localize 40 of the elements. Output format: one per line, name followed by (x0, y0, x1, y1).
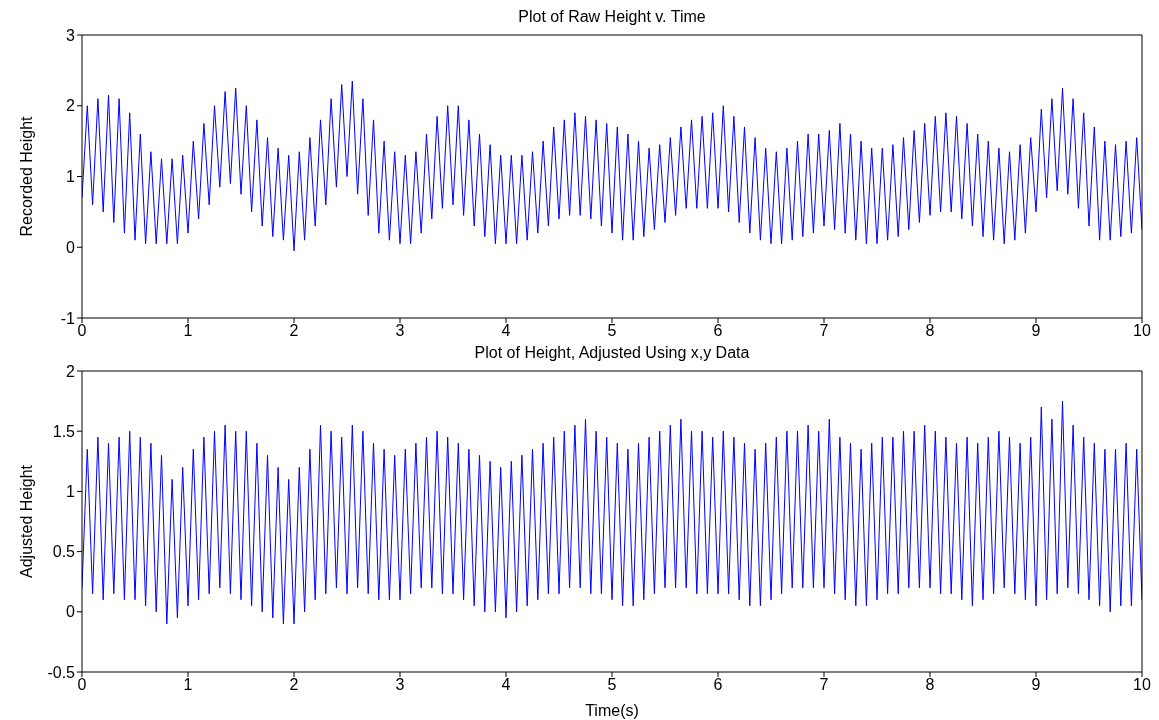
x-tick-label: 7 (819, 676, 829, 694)
y-tick-label: 2 (66, 97, 76, 115)
y-tick-label: 2 (66, 362, 76, 380)
y-tick-label: -0.5 (47, 663, 76, 681)
x-tick-label: 8 (925, 676, 935, 694)
x-tick-label: 9 (1031, 322, 1041, 340)
y-tick-label: 1.5 (52, 422, 76, 440)
x-tick-label: 4 (501, 322, 511, 340)
y-tick-label: 0.5 (52, 543, 76, 561)
x-tick-label: 5 (607, 676, 617, 694)
x-tick-label: 1 (183, 322, 193, 340)
x-tick-label: 6 (713, 322, 723, 340)
line-series (82, 80, 1142, 252)
y-tick-label: 1 (66, 483, 76, 501)
x-tick-label: 7 (819, 322, 829, 340)
y-tick-label: 1 (66, 168, 76, 186)
y-tick-label: -1 (60, 309, 76, 327)
x-tick-label: 3 (395, 676, 405, 694)
x-tick-label: 0 (77, 322, 87, 340)
x-tick-label: 10 (1133, 322, 1151, 340)
x-axis-title: Time(s) (585, 702, 639, 719)
y-axis-title: Recorded Height (17, 115, 35, 237)
chart-title: Plot of Raw Height v. Time (517, 8, 707, 26)
x-tick-label: 5 (607, 322, 617, 340)
chart-title: Plot of Height, Adjusted Using x,y Data (473, 344, 751, 362)
x-tick-label: 9 (1031, 676, 1041, 694)
x-tick-label: 8 (925, 322, 935, 340)
x-tick-label: 4 (501, 676, 511, 694)
x-tick-label: 6 (713, 676, 723, 694)
x-tick-label: 3 (395, 322, 405, 340)
x-tick-label: 2 (289, 676, 299, 694)
y-tick-label: 3 (66, 26, 76, 44)
x-tick-label: 1 (183, 676, 193, 694)
x-tick-label: 2 (289, 322, 299, 340)
x-tick-label: 10 (1133, 676, 1151, 694)
y-tick-label: 0 (66, 238, 76, 256)
y-tick-label: 0 (66, 603, 76, 621)
x-tick-label: 0 (77, 676, 87, 694)
y-axis-title: Adjusted Height (17, 464, 35, 578)
line-series (82, 400, 1142, 625)
